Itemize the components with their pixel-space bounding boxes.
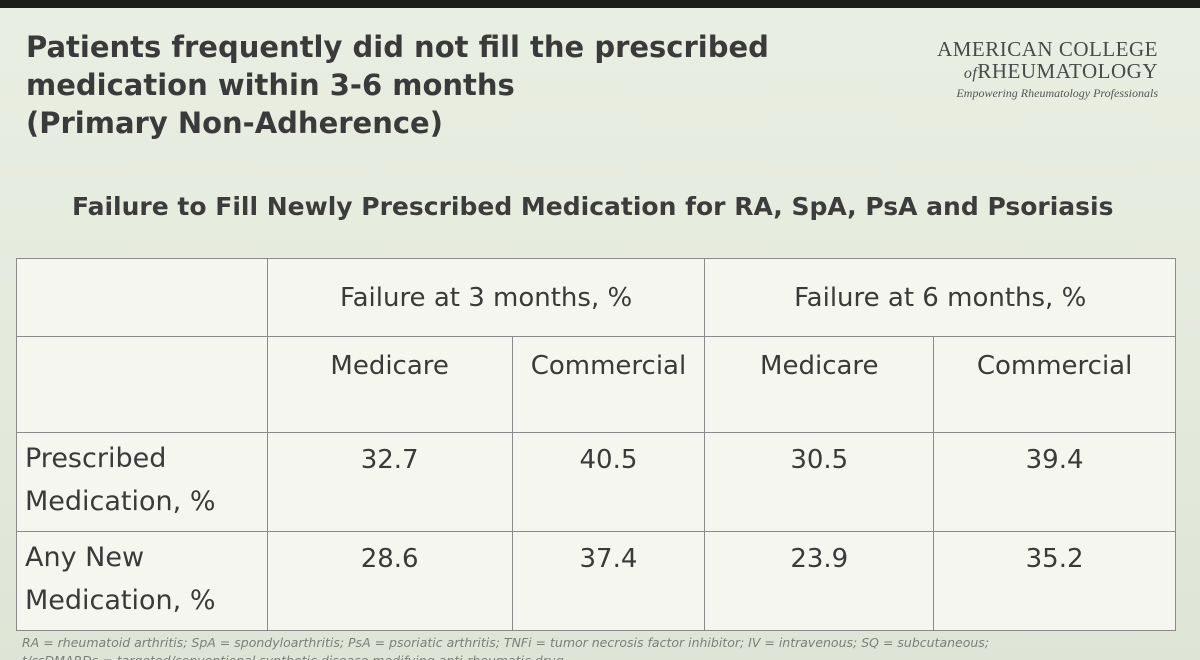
slide-title-line-3: (Primary Non-Adherence) — [26, 106, 443, 140]
row-label-line: Any New — [25, 542, 145, 573]
row-label-any-new: Any New Medication, % — [16, 531, 268, 631]
group-header-6-months: Failure at 6 months, % — [704, 258, 1176, 337]
row-label-prescribed: Prescribed Medication, % — [16, 432, 268, 532]
logo-line-2-prefix: of — [963, 65, 978, 82]
row-label-line: Prescribed — [25, 443, 167, 474]
footnote-line-1: RA = rheumatoid arthritis; SpA = spondyl… — [22, 635, 990, 650]
logo-tagline: Empowering Rheumatology Professionals — [956, 86, 1158, 100]
table-cell: 39.4 — [933, 432, 1176, 532]
presentation-slide: Patients frequently did not fill the pre… — [0, 8, 1200, 660]
table-title: Failure to Fill Newly Prescribed Medicat… — [72, 192, 1114, 221]
table-cell: 40.5 — [511, 432, 706, 532]
table-cell: 23.9 — [704, 531, 935, 631]
table-header-row-payers: Medicare Commercial Medicare Commercial — [16, 336, 1176, 433]
table-row: Any New Medication, % 28.6 37.4 23.9 35.… — [16, 531, 1176, 631]
table-cell: 30.5 — [704, 432, 935, 532]
subheader-3m-commercial: Commercial — [511, 336, 706, 433]
logo-line-2-main: RHEUMATOLOGY — [977, 59, 1158, 83]
group-header-3-months: Failure at 3 months, % — [266, 258, 706, 337]
slide-title: Patients frequently did not fill the pre… — [26, 28, 769, 142]
table-cell: 32.7 — [266, 432, 513, 532]
subheader-6m-commercial: Commercial — [933, 336, 1176, 433]
logo-line-1: AMERICAN COLLEGE — [937, 37, 1158, 61]
footnote-line-2: t/csDMARDs = targeted/conventional synth… — [22, 652, 1192, 660]
table-corner-cell — [16, 258, 268, 337]
logo-line-2: ofRHEUMATOLOGY — [937, 60, 1158, 85]
acr-logo: AMERICAN COLLEGE ofRHEUMATOLOGY Empoweri… — [937, 38, 1158, 101]
slide-title-line-2: medication within 3-6 months — [26, 68, 515, 102]
table-row: Prescribed Medication, % 32.7 40.5 30.5 … — [16, 432, 1176, 532]
table-cell: 37.4 — [511, 531, 706, 631]
table-cell: 35.2 — [933, 531, 1176, 631]
row-label-line: Medication, % — [25, 585, 216, 616]
subheader-3m-medicare: Medicare — [266, 336, 513, 433]
slide-title-line-1: Patients frequently did not fill the pre… — [26, 30, 769, 64]
subheader-6m-medicare: Medicare — [704, 336, 935, 433]
adherence-table: Failure at 3 months, % Failure at 6 mont… — [16, 258, 1176, 631]
abbreviations-footnote: RA = rheumatoid arthritis; SpA = spondyl… — [22, 634, 1192, 660]
table-corner-cell-2 — [16, 336, 268, 433]
row-label-line: Medication, % — [25, 486, 216, 517]
table-header-row-groups: Failure at 3 months, % Failure at 6 mont… — [16, 258, 1176, 337]
table-cell: 28.6 — [266, 531, 513, 631]
